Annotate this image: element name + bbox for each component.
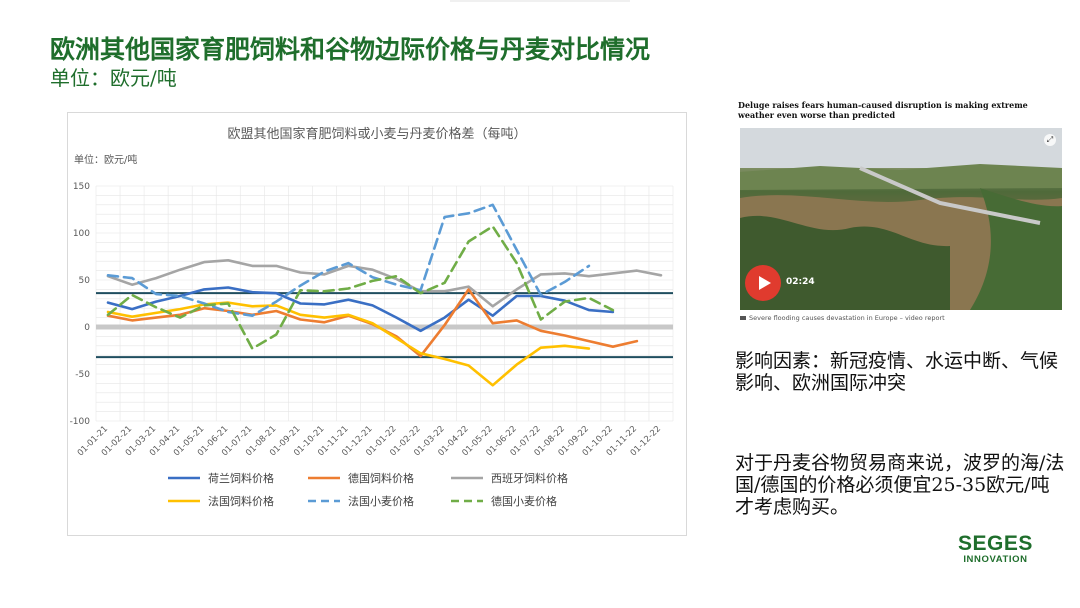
- video-duration: 02:24: [786, 277, 815, 287]
- news-headline[interactable]: Deluge raises fears human-caused disrupt…: [738, 100, 1028, 120]
- price-difference-chart: 欧盟其他国家育肥饲料或小麦与丹麦价格差（每吨） 单位：欧元/吨 -100 -50 0 50…: [67, 112, 687, 536]
- news-card[interactable]: Deluge raises fears human-caused disrupt…: [735, 95, 1067, 327]
- play-icon[interactable]: [745, 265, 781, 301]
- trees-right: [970, 188, 1062, 310]
- influence-factors-text: 影响因素：新冠疫情、水运中断、气候影响、欧洲国际冲突: [735, 350, 1059, 394]
- top-divider: [450, 0, 630, 2]
- seges-logo: SEGES INNOVATION: [958, 533, 1033, 565]
- series-line-1: [106, 286, 615, 333]
- y-tick-label: 0: [84, 323, 90, 333]
- chart-unit-label: 单位：欧元/吨: [74, 153, 137, 166]
- logo-sub-text: INNOVATION: [963, 554, 1028, 565]
- legend-label-2: 德国饲料价格: [348, 471, 414, 485]
- series-line-4: [106, 301, 591, 387]
- y-tick-label: 100: [73, 229, 90, 239]
- trader-advice-text: 对于丹麦谷物贸易商来说，波罗的海/法国/德国的价格必须便宜25-35欧元/吨才考…: [735, 452, 1065, 518]
- series-line-3: [106, 259, 663, 308]
- legend-label-5: 法国小麦价格: [348, 494, 414, 508]
- bridge: [859, 166, 1041, 225]
- far-hills: [740, 164, 1062, 190]
- flood-photo-scene: [740, 128, 1062, 310]
- chart-title: 欧盟其他国家育肥饲料或小麦与丹麦价格差（每吨）: [227, 126, 526, 142]
- slide-title: 欧洲其他国家育肥饲料和谷物边际价格与丹麦对比情况: [50, 35, 651, 64]
- flood-photo[interactable]: ⤢ 02:24: [740, 128, 1062, 310]
- sky: [740, 128, 1062, 168]
- legend-label-4: 法国饲料价格: [208, 494, 274, 508]
- news-caption: Severe flooding causes devastation in Eu…: [740, 314, 945, 322]
- legend-label-6: 德国小麦价格: [491, 494, 557, 508]
- trees-left: [740, 215, 950, 310]
- logo-main-text: SEGES: [958, 532, 1033, 555]
- slide-subtitle: 单位：欧元/吨: [50, 66, 177, 90]
- series-line-5: [106, 203, 591, 317]
- y-tick-label: -100: [70, 417, 91, 427]
- video-camera-icon: [740, 316, 746, 320]
- news-caption-text: Severe flooding causes devastation in Eu…: [749, 314, 945, 322]
- legend-label-3: 西班牙饲料价格: [491, 471, 568, 485]
- y-tick-label: 150: [73, 182, 90, 192]
- series-line-6: [106, 225, 615, 350]
- expand-icon[interactable]: ⤢: [1044, 134, 1056, 146]
- y-tick-label: 50: [79, 276, 91, 286]
- legend-label-1: 荷兰饲料价格: [208, 471, 274, 485]
- chart-svg: 欧盟其他国家育肥饲料或小麦与丹麦价格差（每吨） 单位：欧元/吨 -100 -50 0 50…: [70, 126, 674, 508]
- y-tick-label: -50: [75, 370, 90, 380]
